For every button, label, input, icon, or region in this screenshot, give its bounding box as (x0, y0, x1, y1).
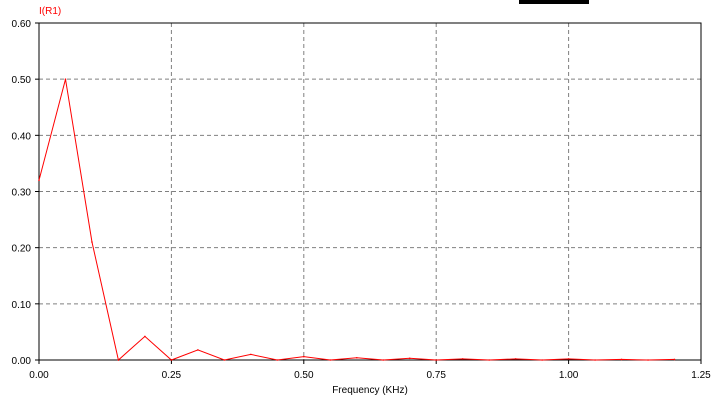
data-point (382, 359, 385, 361)
axes (35, 22, 702, 364)
data-point (276, 359, 279, 361)
x-tick-label: 0.75 (426, 370, 446, 381)
y-tick-label: 0.20 (12, 244, 32, 255)
x-tick-labels: 0.00 0.25 0.50 0.75 1.00 1.25 (29, 370, 711, 381)
data-point (250, 353, 252, 356)
x-tick-label: 0.00 (29, 370, 49, 381)
y-tick-label: 0.60 (12, 19, 32, 30)
data-point (514, 358, 517, 360)
data-point (38, 179, 40, 182)
legend-marker-bar (519, 0, 589, 4)
data-point (620, 358, 623, 361)
x-tick-label: 1.25 (691, 370, 711, 381)
data-point (117, 359, 120, 361)
data-point (647, 359, 649, 361)
data-point (461, 358, 464, 360)
series-group (38, 78, 676, 361)
y-tick-label: 0.30 (12, 188, 32, 199)
data-point (144, 335, 146, 338)
series-name-label: I(R1) (39, 6, 61, 17)
x-tick-label: 0.25 (162, 370, 182, 381)
data-point (91, 241, 93, 243)
series-line-0 (38, 79, 675, 361)
grid (39, 23, 701, 360)
data-point (435, 359, 438, 361)
data-point (355, 356, 358, 359)
y-tick-label: 0.10 (12, 300, 32, 311)
x-tick-label: 1.00 (559, 370, 579, 381)
data-point (541, 359, 543, 361)
y-tick-label: 0.00 (12, 356, 32, 367)
data-point (488, 359, 490, 361)
data-point (567, 358, 570, 360)
data-point (329, 359, 332, 361)
data-point (673, 358, 676, 361)
data-point (303, 355, 305, 358)
data-point (197, 349, 199, 351)
data-point (170, 359, 173, 361)
data-point (64, 78, 67, 80)
y-tick-label: 0.40 (12, 131, 32, 142)
x-axis-title: Frequency (KHz) (332, 385, 408, 396)
data-point (223, 359, 226, 361)
data-point (594, 359, 596, 361)
x-tick-label: 0.50 (294, 370, 314, 381)
y-tick-label: 0.50 (12, 75, 32, 86)
data-point (408, 357, 411, 360)
y-tick-labels: 0.00 0.10 0.20 0.30 0.40 0.50 0.60 (12, 19, 32, 367)
